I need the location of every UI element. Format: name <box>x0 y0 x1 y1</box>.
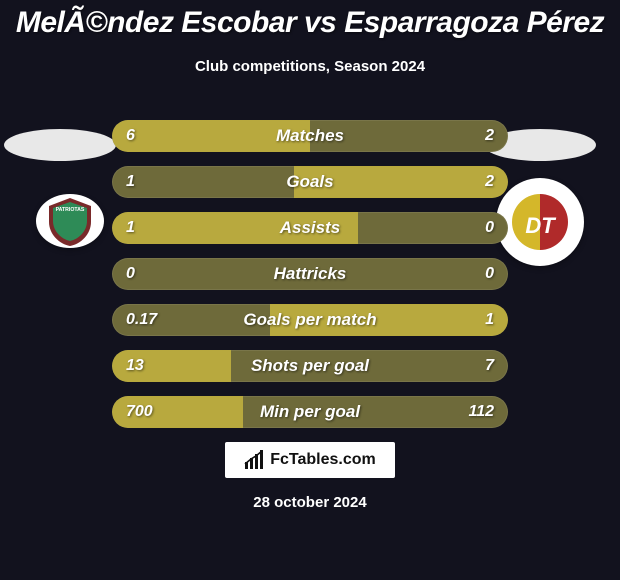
stat-row: 0Hattricks0 <box>112 258 508 290</box>
stat-row: 0.17Goals per match1 <box>112 304 508 336</box>
player-right-team-badge: DT <box>496 178 584 266</box>
stat-label: Hattricks <box>112 258 508 290</box>
stat-row: 1Goals2 <box>112 166 508 198</box>
stats-container: 6Matches21Goals21Assists00Hattricks00.17… <box>112 120 508 442</box>
player-left-head-ellipse <box>4 129 116 161</box>
player-left-team-badge: PATRIOTAS <box>36 194 104 248</box>
stat-row: 1Assists0 <box>112 212 508 244</box>
stat-value-right: 1 <box>485 304 494 336</box>
stat-value-right: 2 <box>485 120 494 152</box>
stat-label: Goals <box>112 166 508 198</box>
brand-chart-icon <box>244 450 266 470</box>
stat-label: Assists <box>112 212 508 244</box>
club-shield-icon: PATRIOTAS <box>43 194 97 248</box>
stat-value-right: 112 <box>468 396 494 428</box>
page-title: MelÃ©ndez Escobar vs Esparragoza Pérez <box>0 0 620 40</box>
stat-label: Matches <box>112 120 508 152</box>
stat-value-right: 7 <box>485 350 494 382</box>
svg-text:DT: DT <box>525 213 556 238</box>
stat-value-right: 0 <box>485 212 494 244</box>
stat-label: Min per goal <box>112 396 508 428</box>
club-dt-icon: DT <box>505 187 575 257</box>
brand-text: FcTables.com <box>270 451 376 469</box>
stat-value-right: 2 <box>485 166 494 198</box>
date-text: 28 october 2024 <box>0 494 620 511</box>
stat-row: 6Matches2 <box>112 120 508 152</box>
svg-text:PATRIOTAS: PATRIOTAS <box>56 207 85 213</box>
stat-value-right: 0 <box>485 258 494 290</box>
stat-label: Shots per goal <box>112 350 508 382</box>
stat-row: 13Shots per goal7 <box>112 350 508 382</box>
stat-row: 700Min per goal112 <box>112 396 508 428</box>
subtitle: Club competitions, Season 2024 <box>0 58 620 75</box>
stat-label: Goals per match <box>112 304 508 336</box>
brand-box: FcTables.com <box>225 442 395 478</box>
